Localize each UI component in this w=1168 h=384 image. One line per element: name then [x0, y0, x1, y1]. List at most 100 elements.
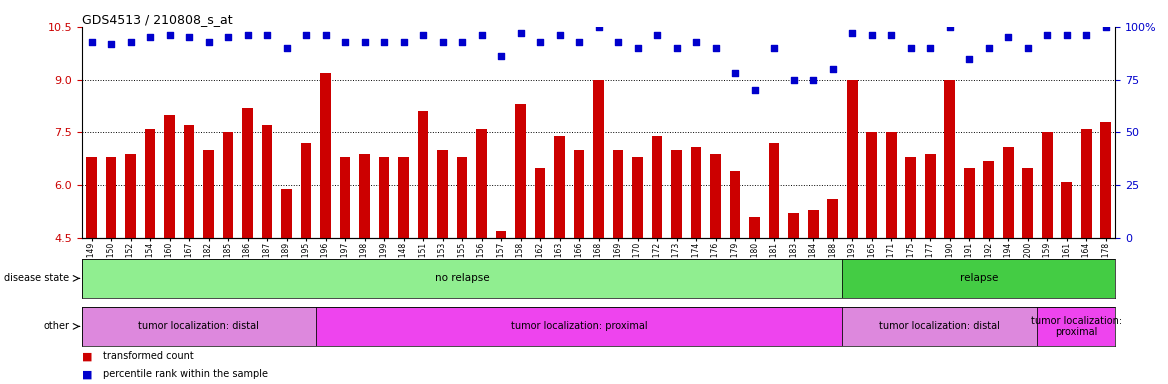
Bar [145, 129, 155, 238]
Text: disease state: disease state [5, 273, 69, 283]
Bar [360, 154, 370, 238]
Text: ■: ■ [82, 351, 92, 361]
Bar [867, 132, 877, 238]
Bar [165, 115, 175, 238]
Bar [300, 143, 312, 238]
Bar [710, 154, 721, 238]
Bar [378, 157, 389, 238]
Bar [847, 80, 857, 238]
Bar [827, 199, 837, 238]
Point [920, 45, 939, 51]
Point [667, 45, 686, 51]
Point [862, 32, 881, 38]
Bar [842, 259, 1115, 298]
Point [843, 30, 862, 36]
Bar [315, 307, 842, 346]
Bar [1100, 122, 1111, 238]
Bar [555, 136, 565, 238]
Point [609, 39, 627, 45]
Text: ■: ■ [82, 369, 92, 379]
Bar [281, 189, 292, 238]
Point [687, 39, 705, 45]
Text: transformed count: transformed count [103, 351, 194, 361]
Point [1018, 45, 1037, 51]
Text: percentile rank within the sample: percentile rank within the sample [103, 369, 267, 379]
Bar [672, 150, 682, 238]
Bar [340, 157, 350, 238]
Bar [885, 132, 897, 238]
Bar [437, 150, 449, 238]
Bar [82, 307, 315, 346]
Bar [398, 157, 409, 238]
Text: tumor localization: proximal: tumor localization: proximal [510, 321, 647, 331]
Point [238, 32, 257, 38]
Bar [105, 157, 117, 238]
Bar [983, 161, 994, 238]
Bar [613, 150, 624, 238]
Bar [573, 150, 584, 238]
Bar [808, 210, 819, 238]
Bar [1042, 132, 1052, 238]
Point [765, 45, 784, 51]
Bar [183, 126, 194, 238]
Point [648, 32, 667, 38]
Text: relapse: relapse [960, 273, 999, 283]
Bar [1062, 182, 1072, 238]
Point [784, 76, 802, 83]
Point [277, 45, 296, 51]
Bar [1003, 147, 1014, 238]
Point [1038, 32, 1057, 38]
Point [550, 32, 569, 38]
Point [492, 53, 510, 60]
Point [589, 24, 607, 30]
Bar [690, 147, 702, 238]
Point [1097, 24, 1115, 30]
Bar [1022, 168, 1033, 238]
Bar [925, 154, 936, 238]
Bar [749, 217, 760, 238]
Point [355, 39, 374, 45]
Bar [457, 157, 467, 238]
Point [413, 32, 432, 38]
Point [472, 32, 491, 38]
Point [940, 24, 959, 30]
Point [804, 76, 822, 83]
Bar [535, 168, 545, 238]
Bar [86, 157, 97, 238]
Bar [515, 104, 526, 238]
Bar [262, 126, 272, 238]
Bar [788, 214, 799, 238]
Point [628, 45, 647, 51]
Bar [632, 157, 642, 238]
Point [140, 34, 159, 40]
Text: tumor localization: distal: tumor localization: distal [880, 321, 1000, 331]
Bar [418, 111, 429, 238]
Bar [593, 80, 604, 238]
Bar [125, 154, 135, 238]
Bar [1037, 307, 1115, 346]
Text: tumor localization:
proximal: tumor localization: proximal [1031, 316, 1122, 337]
Point [375, 39, 394, 45]
Point [121, 39, 140, 45]
Bar [203, 150, 214, 238]
Point [258, 32, 277, 38]
Point [512, 30, 530, 36]
Point [745, 87, 764, 93]
Text: other: other [43, 321, 69, 331]
Text: tumor localization: distal: tumor localization: distal [138, 321, 259, 331]
Bar [944, 80, 955, 238]
Bar [320, 73, 331, 238]
Point [160, 32, 179, 38]
Point [82, 39, 100, 45]
Point [570, 39, 589, 45]
Point [395, 39, 413, 45]
Bar [495, 231, 507, 238]
Point [200, 39, 218, 45]
Point [317, 32, 335, 38]
Point [707, 45, 725, 51]
Bar [242, 108, 253, 238]
Point [1057, 32, 1076, 38]
Point [1077, 32, 1096, 38]
Bar [730, 171, 741, 238]
Point [102, 41, 120, 47]
